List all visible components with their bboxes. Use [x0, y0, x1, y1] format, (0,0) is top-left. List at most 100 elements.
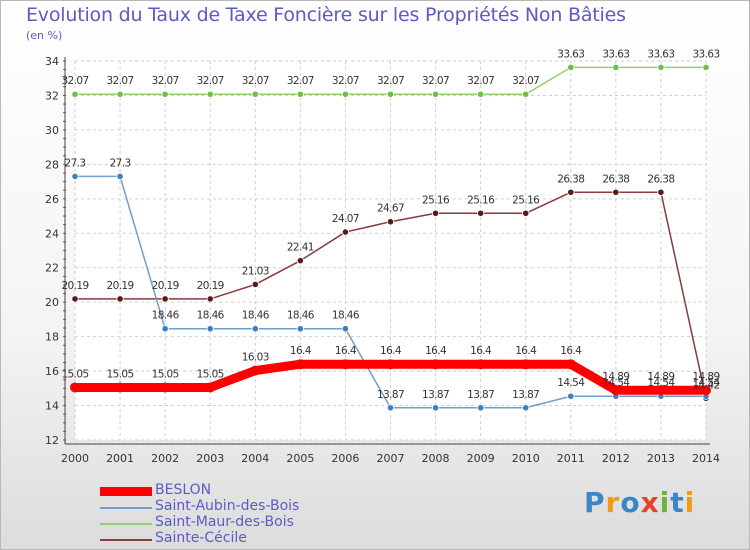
data-point: [295, 359, 306, 370]
data-label: 26.38: [647, 173, 674, 185]
data-label: 32.07: [152, 75, 179, 87]
x-tick-label: 2000: [61, 452, 89, 465]
data-point: [160, 382, 171, 393]
legend-swatch: [100, 487, 152, 496]
data-label: 32.07: [197, 75, 224, 87]
y-tick-label: 16: [45, 365, 59, 378]
data-point: [657, 63, 665, 71]
data-point: [70, 382, 80, 393]
data-label: 32.07: [512, 75, 539, 87]
data-point: [206, 90, 214, 98]
y-tick-label: 22: [45, 262, 59, 275]
data-label: 32.07: [242, 75, 269, 87]
data-point: [522, 90, 530, 98]
data-point: [385, 359, 396, 370]
x-tick-label: 2004: [241, 452, 269, 465]
data-point: [520, 359, 531, 370]
legend-label: BESLON: [155, 482, 212, 498]
data-label: 14.54: [602, 377, 630, 389]
data-label: 20.19: [197, 280, 224, 292]
data-point: [612, 63, 620, 71]
data-point: [161, 295, 169, 303]
data-label: 14.54: [557, 377, 585, 389]
data-point: [251, 90, 259, 98]
legend-label: Saint-Maur-des-Bois: [155, 514, 294, 530]
data-point: [296, 325, 304, 333]
data-point: [386, 404, 395, 412]
data-label: 13.87: [512, 389, 539, 401]
data-point: [522, 404, 530, 412]
data-point: [431, 404, 440, 412]
data-point: [610, 385, 621, 396]
data-label: 25.16: [467, 194, 495, 206]
data-point: [567, 392, 575, 400]
data-point: [296, 90, 304, 98]
data-point: [477, 90, 485, 98]
data-label: 18.46: [332, 310, 360, 322]
data-point: [701, 385, 711, 396]
data-label: 33.63: [602, 48, 629, 60]
data-label: 18.46: [152, 310, 180, 322]
x-tick-label: 2002: [151, 452, 179, 465]
data-label: 13.87: [467, 389, 494, 401]
data-point: [657, 188, 665, 196]
data-point: [430, 359, 441, 370]
data-label: 32.07: [287, 75, 314, 87]
data-point: [340, 359, 351, 370]
data-point: [296, 257, 304, 265]
data-label: 26.38: [557, 173, 584, 185]
y-tick-label: 26: [45, 193, 59, 206]
data-label: 24.67: [377, 203, 404, 215]
data-label: 20.19: [107, 280, 134, 292]
data-label: 33.63: [647, 48, 674, 60]
data-point: [116, 295, 124, 303]
data-point: [71, 295, 79, 303]
data-label: 16.4: [470, 345, 492, 357]
y-tick-label: 14: [45, 400, 59, 413]
data-label: 15.05: [152, 368, 179, 380]
data-label: 14.89: [692, 371, 719, 383]
x-tick-label: 2012: [602, 452, 630, 465]
data-label: 20.19: [61, 280, 88, 292]
data-label: 25.16: [512, 194, 540, 206]
y-tick-label: 34: [45, 55, 59, 68]
data-label: 32.07: [467, 75, 494, 87]
legend-swatch: [100, 539, 152, 541]
data-label: 14.89: [647, 371, 674, 383]
data-point: [341, 228, 350, 236]
y-tick-label: 20: [45, 296, 59, 309]
data-label: 33.63: [692, 48, 719, 60]
data-label: 21.03: [242, 265, 269, 277]
data-point: [251, 325, 259, 333]
data-point: [431, 209, 440, 217]
data-label: 32.07: [107, 75, 134, 87]
proxiti-logo: Proxiti: [584, 486, 696, 519]
legend-label: Sainte-Cécile: [155, 530, 247, 546]
y-tick-label: 12: [45, 434, 59, 447]
data-point: [477, 209, 485, 217]
data-point: [612, 188, 620, 196]
data-label: 18.46: [197, 310, 225, 322]
x-tick-label: 2013: [647, 452, 675, 465]
y-tick-label: 28: [45, 158, 59, 171]
x-tick-label: 2010: [512, 452, 540, 465]
data-point: [116, 172, 124, 181]
data-point: [522, 209, 530, 217]
data-label: 14.54: [692, 377, 720, 389]
data-label: 32.07: [332, 75, 359, 87]
data-label: 16.4: [515, 345, 537, 357]
data-point: [386, 218, 395, 226]
x-tick-label: 2006: [331, 452, 359, 465]
data-point: [341, 90, 350, 98]
data-label: 13.87: [377, 389, 404, 401]
data-label: 14.54: [647, 377, 675, 389]
data-point: [116, 90, 124, 98]
data-label: 20.19: [152, 280, 179, 292]
data-point: [386, 90, 395, 98]
data-label: 15.05: [107, 368, 134, 380]
data-point: [206, 295, 214, 303]
data-point: [161, 325, 169, 333]
data-point: [71, 172, 79, 181]
data-label: 33.63: [557, 48, 584, 60]
